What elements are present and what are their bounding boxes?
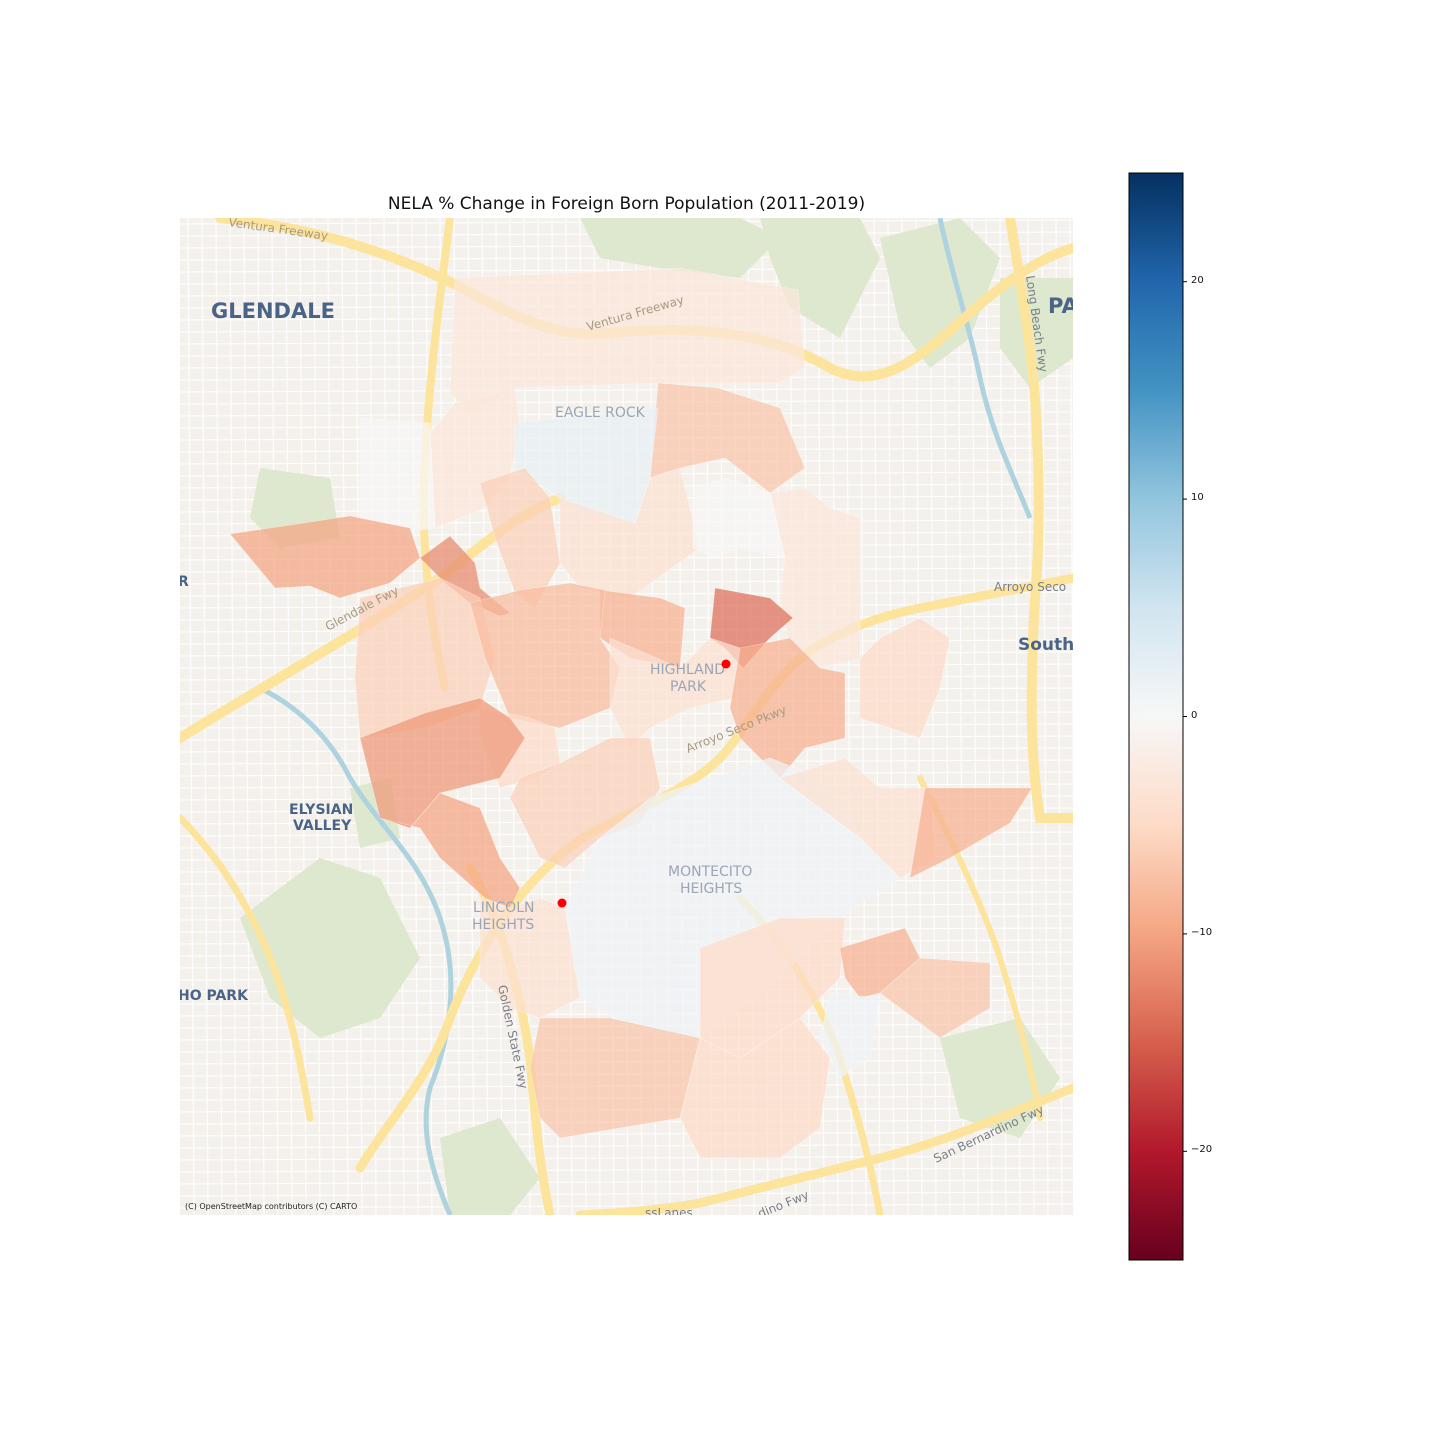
colorbar-tick-label: 20 (1191, 274, 1204, 286)
tract-lincoln-heights-south (529, 1017, 701, 1139)
colorbar-tick-label: 0 (1191, 709, 1198, 721)
tract-tract-near-york (859, 617, 951, 739)
tract-el-sereno-small-light (819, 992, 881, 1079)
place-label: VALLEY (293, 818, 352, 834)
place-label: EAGLE ROCK (555, 405, 646, 421)
tract-eagle-rock-south (479, 467, 561, 609)
road-label: ssLanes (645, 1206, 693, 1215)
place-label: LINCOLN (473, 900, 534, 916)
marker-highland-park-point (721, 659, 731, 669)
water-channels (258, 218, 1033, 1215)
place-label: HO PARK (180, 988, 249, 1004)
colorbar-ticks (1183, 281, 1187, 1152)
colorbar-tick-label: 10 (1191, 492, 1204, 504)
tract-el-sereno-southwest (679, 1017, 831, 1159)
tract-el-sereno-west (699, 917, 846, 1059)
tract-ellis-east (909, 787, 1033, 879)
place-label: ELYSIAN (289, 802, 353, 818)
tract-eagle-rock-west (359, 417, 436, 534)
place-label: GLENDALE (211, 299, 335, 323)
tract-east-of-central (692, 477, 786, 559)
tract-lincoln-heights-core (479, 897, 581, 1019)
place-label: MONTECITO (668, 864, 752, 880)
place-label: R (180, 574, 189, 590)
point-markers (557, 659, 731, 908)
colorbar-tick-label: −10 (1191, 926, 1213, 938)
map-attribution: (C) OpenStreetMap contributors (C) CARTO (185, 1202, 358, 1211)
colorbar (1128, 172, 1187, 1261)
colorbar-tick-label: −20 (1191, 1144, 1213, 1156)
map-title: NELA % Change in Foreign Born Population… (387, 194, 866, 214)
road-label: Arroyo Seco (994, 580, 1066, 594)
place-label: PARK (670, 679, 707, 695)
place-label: PA (1048, 294, 1073, 318)
tract-cypress-park-south (379, 792, 521, 909)
place-label: HEIGHTS (472, 917, 534, 933)
place-label: South (1018, 635, 1073, 655)
tract-east-eagle-rock (769, 487, 861, 669)
marker-lincoln-heights-point (557, 898, 567, 908)
place-label: HEIGHTS (680, 881, 742, 897)
tract-el-sereno-east (879, 957, 991, 1039)
tract-polygons (229, 267, 1033, 1159)
tract-glassell-west-strip (229, 515, 421, 599)
map-canvas: GLENDALE PA South ELYSIAN VALLEY HO PARK… (180, 218, 1073, 1215)
place-label: HIGHLAND (650, 662, 725, 678)
colorbar-gradient (1128, 172, 1184, 1261)
tract-garvanza-east (729, 637, 846, 779)
tract-montecito-heights (564, 757, 901, 1039)
tract-highland-park-center (609, 637, 741, 749)
